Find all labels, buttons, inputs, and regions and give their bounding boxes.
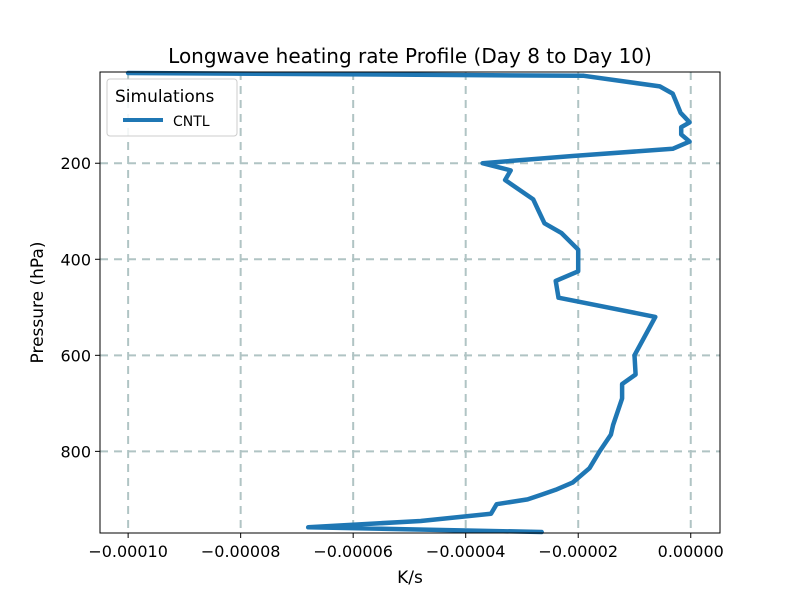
x-tick-label: −0.00006: [313, 542, 393, 561]
plot-frame: [99, 71, 721, 534]
x-axis-label: K/s: [397, 568, 423, 588]
y-axis-label: Pressure (hPa): [28, 242, 48, 364]
x-tick-label: −0.00002: [538, 542, 618, 561]
grid-layer: [100, 72, 720, 533]
y-tick-label: 600: [60, 346, 91, 365]
x-tick-label: −0.00008: [201, 542, 281, 561]
tick-layer: −0.00010 −0.00008 −0.00006 −0.00004 −0.00002…: [60, 154, 723, 561]
y-tick-label: 800: [60, 442, 91, 461]
y-tick-label: 400: [60, 250, 91, 269]
y-tick-label: 200: [60, 154, 91, 173]
legend-title: Simulations: [115, 87, 215, 107]
series-line-cntl: [125, 70, 692, 535]
x-tick-label: −0.00004: [426, 542, 506, 561]
x-tick-label: 0.00000: [658, 542, 724, 561]
chart-title: Longwave heating rate Profile (Day 8 to …: [168, 44, 652, 68]
legend-label-cntl: CNTL: [173, 114, 210, 130]
legend: Simulations CNTL: [106, 78, 238, 137]
x-tick-label: −0.00010: [88, 542, 168, 561]
series-layer: [125, 70, 692, 535]
